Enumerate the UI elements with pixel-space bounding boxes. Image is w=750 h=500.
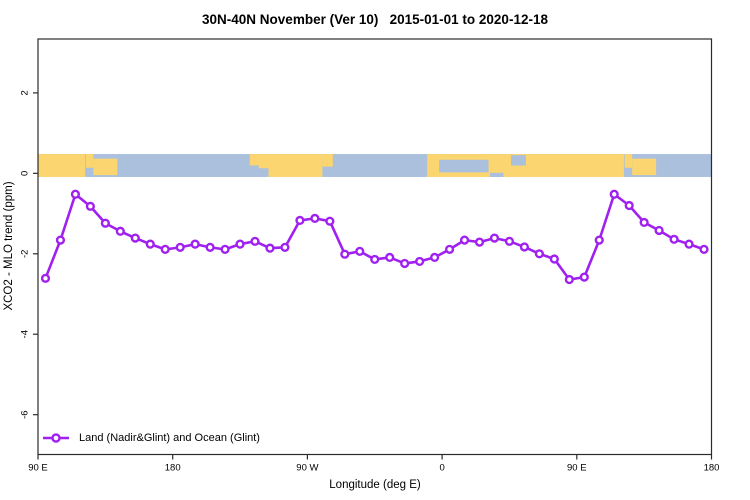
data-point [444, 244, 455, 254]
data-point [190, 239, 200, 249]
x-tick-label: 0 [439, 463, 444, 474]
y-tick-label: -4 [20, 330, 31, 338]
data-point [459, 235, 470, 245]
data-point [654, 225, 664, 236]
data-point [534, 249, 544, 259]
data-point [220, 244, 230, 254]
map-band-land [624, 154, 633, 168]
data-point [85, 201, 95, 211]
map-band-land [268, 154, 323, 177]
map-band-land [322, 154, 333, 167]
data-point [340, 249, 350, 259]
data-point [549, 254, 559, 264]
x-tick-label: 180 [165, 463, 181, 474]
data-point [489, 233, 500, 243]
data-point [355, 246, 365, 256]
map-band-sea [249, 165, 259, 177]
data-point [669, 234, 679, 244]
legend-series-label: Land (Nadir&Glint) and Ocean (Glint) [79, 431, 260, 444]
data-point [609, 189, 619, 199]
x-tick-label: 90 W [296, 463, 318, 474]
data-point [295, 215, 305, 226]
data-point [175, 242, 185, 252]
map-band-land [249, 154, 269, 169]
legend-marker-icon [43, 432, 69, 443]
map-band-sea [510, 155, 526, 166]
data-point [55, 235, 66, 245]
map-band-land [38, 154, 86, 177]
data-point [235, 239, 245, 249]
data-point [370, 254, 380, 265]
map-band-land [93, 158, 118, 176]
data-point [70, 189, 81, 199]
data-point [265, 243, 275, 253]
data-point [415, 256, 425, 267]
y-tick-label: -2 [20, 250, 31, 258]
data-point [430, 252, 440, 263]
y-tick-label: 2 [20, 90, 31, 95]
data-point [280, 242, 290, 252]
x-tick-label: 90 E [28, 463, 48, 474]
legend-marker-circle [51, 432, 61, 443]
data-point [564, 274, 574, 285]
data-point [115, 226, 125, 236]
data-point [310, 213, 320, 223]
data-point [130, 233, 140, 243]
legend: Land (Nadir&Glint) and Ocean (Glint) [42, 430, 260, 445]
data-point [250, 236, 260, 246]
map-band-land [632, 158, 657, 176]
data-point [100, 218, 110, 228]
map-band-sea [439, 159, 489, 173]
chart-title: 30N-40N November (Ver 10) 2015-01-01 to … [202, 12, 548, 27]
y-tick-label: -6 [20, 410, 31, 418]
data-point [684, 239, 694, 249]
data-point [639, 217, 649, 228]
map-band-sea [489, 172, 504, 177]
data-point [145, 239, 155, 249]
data-point [160, 244, 170, 254]
data-point [624, 200, 634, 211]
x-tick-label: 90 E [567, 463, 587, 474]
x-axis-label: Longitude (deg E) [329, 479, 421, 491]
data-point [40, 273, 51, 283]
y-tick-label: 0 [20, 171, 31, 176]
data-point [504, 236, 515, 246]
plot-frame [37, 38, 713, 456]
data-point [325, 216, 335, 226]
data-point [594, 235, 604, 245]
series-line [44, 192, 706, 281]
y-axis-label: XCO2 - MLO trend (ppm) [3, 181, 15, 311]
map-band-land [85, 154, 94, 168]
x-tick-label: 180 [704, 463, 720, 474]
data-point [205, 242, 215, 252]
data-point [579, 272, 589, 282]
data-point [699, 244, 709, 254]
data-point [474, 237, 485, 247]
data-point [400, 258, 410, 269]
data-point [385, 252, 395, 263]
data-point [519, 242, 530, 252]
